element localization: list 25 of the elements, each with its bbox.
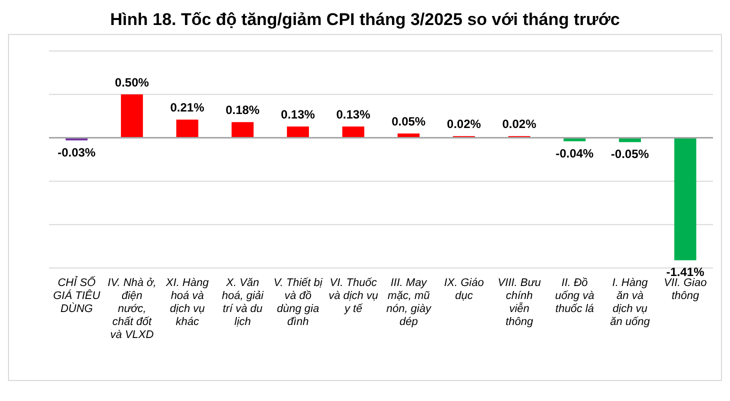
x-tick-label: II. Đồ uống và thuốc lá: [555, 277, 594, 315]
x-tick-label: CHỈ SỐ GIÁ TIÊU DÙNG: [53, 275, 100, 315]
x-tick-label: IV. Nhà ở, điện nước, chất đốt và VLXD: [108, 277, 156, 341]
chart-title: Hình 18. Tốc độ tăng/giảm CPI tháng 3/2025 so với tháng trước: [109, 9, 621, 31]
x-tick-label: V. Thiết bị và đồ dùng gia đình: [274, 277, 323, 328]
x-tick-label: XI. Hàng hoá và dịch vụ khác: [164, 277, 210, 328]
x-tick-label: VIII. Bưu chính viễn thông: [498, 277, 541, 328]
x-tick-label: III. May mặc, mũ nón, giày dép: [386, 277, 432, 328]
data-label: 0.02%: [502, 117, 537, 132]
data-label: -0.05%: [610, 147, 650, 162]
data-label: 0.50%: [114, 75, 150, 90]
data-label: 0.13%: [336, 108, 371, 122]
data-label: -0.03%: [58, 145, 96, 160]
x-tick-label: IX. Giáo dục: [444, 277, 484, 302]
x-tick-label: VII. Giao thông: [664, 277, 707, 302]
data-label: -0.04%: [556, 146, 594, 160]
data-label: 0.13%: [280, 108, 316, 122]
data-label: 0.05%: [392, 114, 426, 128]
x-tick-label: VI. Thuốc và dịch vụ y tế: [328, 277, 378, 315]
data-label: 0.02%: [446, 117, 482, 132]
x-tick-label: X. Văn hoá, giải trí và du lịch: [222, 277, 264, 328]
x-tick-label: I. Hàng ăn và dịch vụ ăn uống: [610, 277, 651, 328]
data-label: -1.41%: [666, 265, 705, 280]
data-label: 0.21%: [170, 100, 205, 115]
data-label: 0.18%: [226, 103, 260, 118]
